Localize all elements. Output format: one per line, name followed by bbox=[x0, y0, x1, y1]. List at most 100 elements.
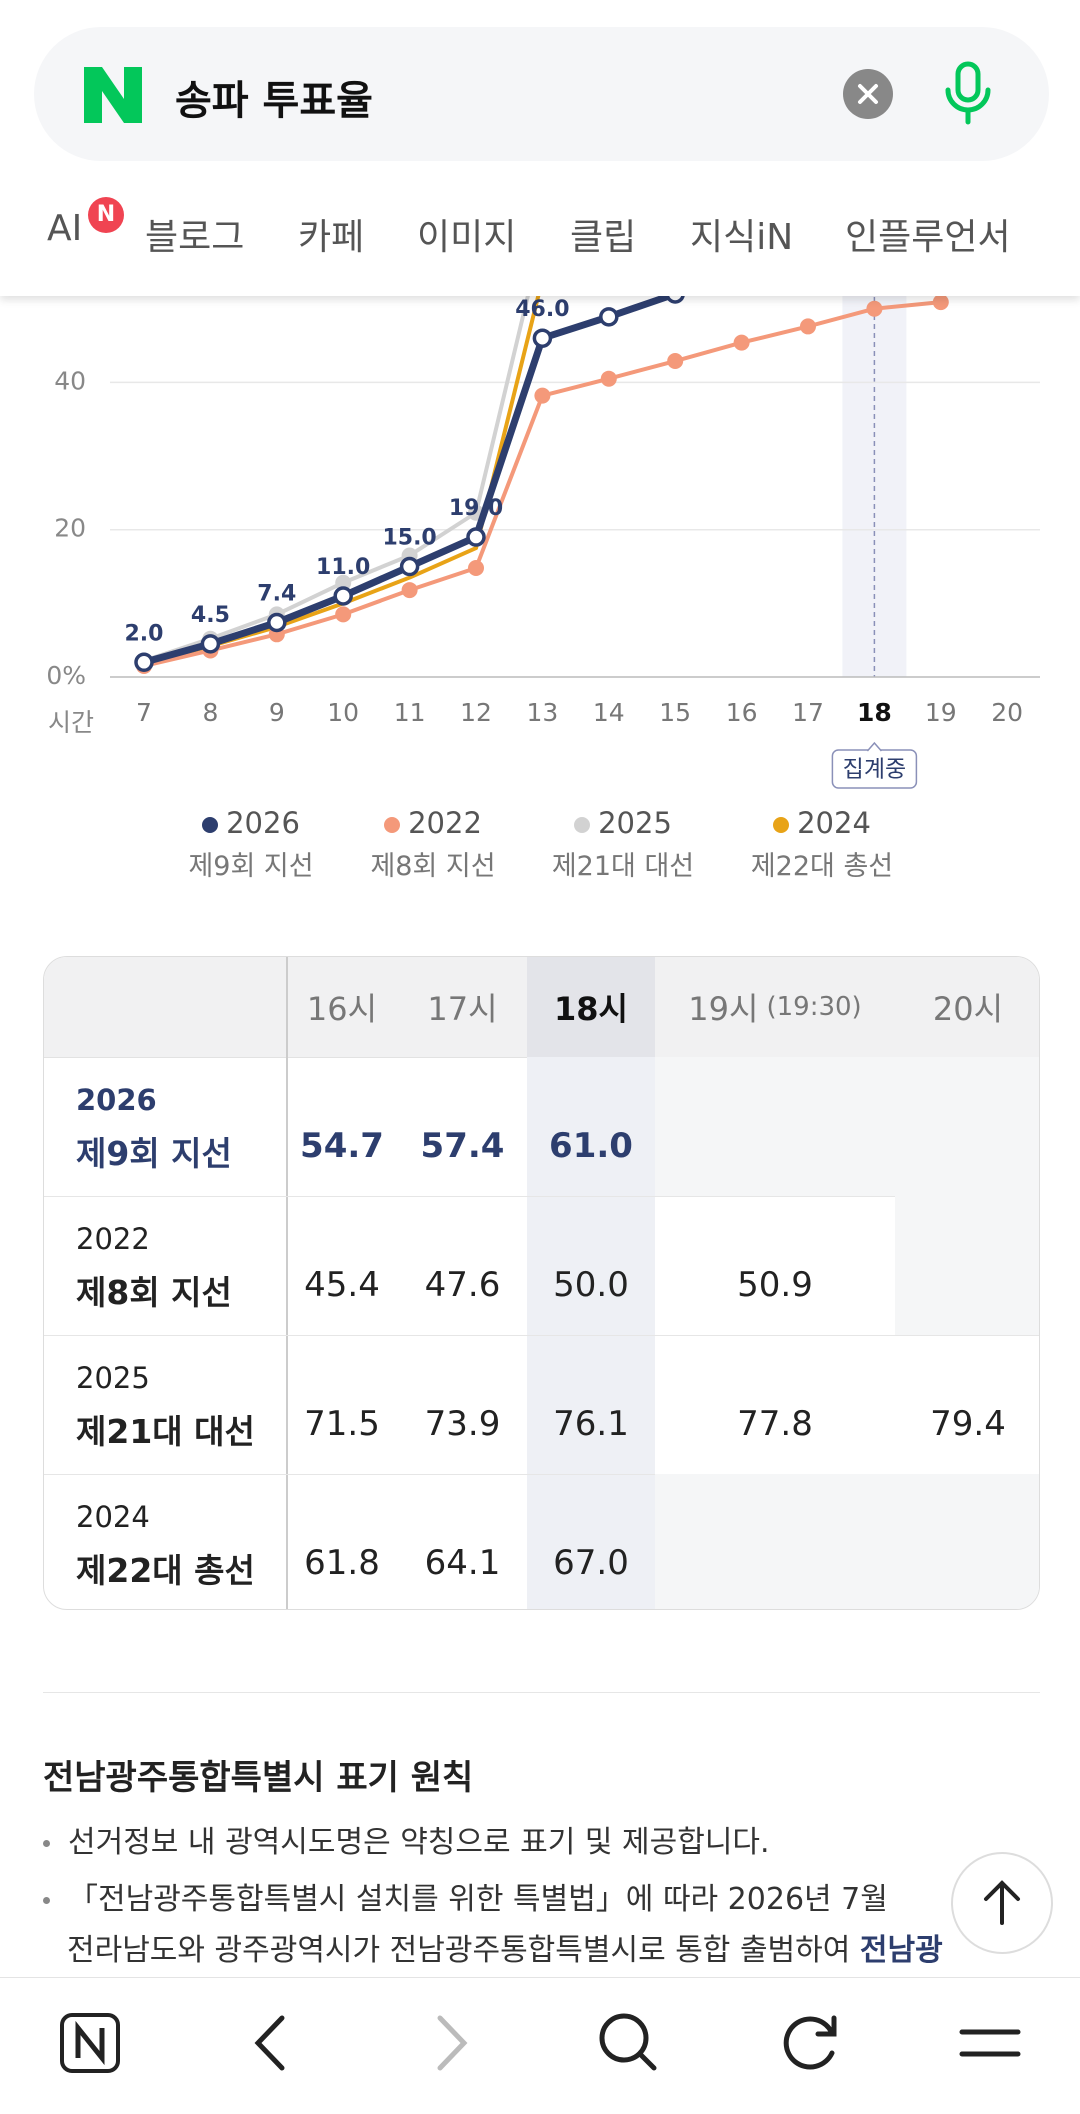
x-tick-label: 11 bbox=[394, 698, 426, 727]
column-header: 20시 bbox=[895, 957, 1039, 1057]
clear-button[interactable] bbox=[842, 68, 894, 120]
y-tick-label: 40 bbox=[54, 366, 86, 395]
table-cell: 61.8 bbox=[304, 1542, 380, 1583]
x-tick-label: 9 bbox=[269, 698, 285, 727]
row-name: 제9회 지선 bbox=[76, 1134, 232, 1173]
table-cell: 76.1 bbox=[553, 1403, 629, 1444]
row-name: 제8회 지선 bbox=[76, 1273, 232, 1312]
x-tick-label: 7 bbox=[136, 698, 152, 727]
column-label: 20시 bbox=[932, 990, 1004, 1028]
table-cell: 67.0 bbox=[553, 1542, 629, 1583]
tab[interactable]: 클립 bbox=[570, 217, 637, 258]
legend-name: 2024 bbox=[797, 806, 871, 840]
divider bbox=[43, 1692, 1040, 1693]
point bbox=[667, 353, 684, 370]
empty-cell bbox=[895, 1057, 1039, 1196]
back-button[interactable] bbox=[254, 2015, 285, 2071]
col-highlight bbox=[527, 957, 655, 1609]
bullet-text: 선거정보 내 광역시도명은 약칭으로 표기 및 제공합니다. bbox=[68, 1825, 770, 1860]
legend-name: 2026 bbox=[226, 806, 300, 840]
y-tick-label: 20 bbox=[54, 514, 86, 543]
legend-item: 2025 제21대 대선 bbox=[513, 806, 733, 883]
legend-swatch bbox=[384, 817, 401, 833]
search-button[interactable] bbox=[599, 2013, 657, 2071]
point bbox=[335, 574, 352, 591]
table-cell: 64.1 bbox=[424, 1542, 501, 1583]
tab[interactable]: 인플루언서 bbox=[845, 217, 1011, 258]
notice-bullet: 선거정보 내 광역시도명은 약칭으로 표기 및 제공합니다. bbox=[43, 1817, 770, 1861]
point bbox=[932, 294, 949, 311]
point bbox=[800, 318, 816, 335]
legend-year: 2022 bbox=[323, 806, 543, 840]
scroll-top-button[interactable] bbox=[950, 1851, 1054, 1955]
bullet-dot bbox=[43, 1840, 50, 1847]
point bbox=[333, 586, 353, 606]
bullet-dot bbox=[43, 1897, 50, 1904]
legend-label: 제21대 대선 bbox=[551, 851, 695, 882]
forward-button[interactable] bbox=[437, 2015, 468, 2071]
table-cell: 54.7 bbox=[300, 1125, 384, 1166]
row-name: 제22대 총선 bbox=[76, 1551, 255, 1590]
data-label: 2.0 bbox=[125, 621, 164, 646]
row-divider bbox=[44, 1196, 1039, 1197]
column-label: 17시 bbox=[427, 990, 498, 1028]
table-cell: 50.9 bbox=[737, 1264, 813, 1305]
legend-swatch bbox=[773, 817, 790, 833]
legend-swatch bbox=[202, 817, 219, 833]
status-badge-label: 집계중 bbox=[843, 757, 906, 783]
data-label: 46.0 bbox=[515, 297, 569, 322]
search-query[interactable]: 송파 투표율 bbox=[175, 78, 373, 124]
x-tick-label: 19 bbox=[925, 698, 957, 727]
x-tick-label: 13 bbox=[526, 698, 558, 727]
empty-cell bbox=[655, 1474, 895, 1609]
table-cell: 47.6 bbox=[424, 1264, 501, 1305]
x-tick-label: 18 bbox=[857, 698, 892, 727]
notice-continuation: 전라남도와 광주광역시가 전남광주통합특별시로 통합 출범하여 전남광 bbox=[67, 1925, 943, 1969]
point bbox=[466, 527, 486, 547]
legend-label: 제22대 총선 bbox=[750, 851, 894, 882]
table-cell: 73.9 bbox=[424, 1403, 501, 1444]
table-cell: 50.0 bbox=[553, 1264, 629, 1305]
tab[interactable]: 지식iN bbox=[690, 217, 794, 258]
point bbox=[401, 582, 418, 599]
data-label: 4.5 bbox=[191, 603, 230, 628]
empty-cell bbox=[895, 1196, 1039, 1335]
mic-button[interactable] bbox=[940, 60, 996, 128]
legend-swatch bbox=[574, 817, 591, 833]
notice-title: 전남광주통합특별시 표기 원칙 bbox=[43, 1758, 474, 1798]
row-name: 제21대 대선 bbox=[76, 1412, 255, 1451]
tab[interactable]: 블로그 bbox=[145, 217, 245, 258]
notice-bullet: 「전남광주통합특별시 설치를 위한 특별법」에 따라 2026년 7월 bbox=[43, 1874, 888, 1918]
x-tick-label: 15 bbox=[659, 698, 691, 727]
table-cell: 61.0 bbox=[549, 1125, 633, 1166]
row-year: 2025 bbox=[76, 1361, 150, 1395]
point bbox=[866, 300, 883, 317]
continuation-bold: 전남광 bbox=[859, 1933, 943, 1968]
empty-cell bbox=[655, 1057, 895, 1196]
tab[interactable]: 카페 bbox=[298, 217, 365, 258]
legend-year: 2026 bbox=[141, 806, 361, 840]
point bbox=[733, 334, 750, 351]
table-cell: 71.5 bbox=[304, 1403, 380, 1444]
refresh-button[interactable] bbox=[783, 2015, 837, 2070]
continuation-text: 전라남도와 광주광역시가 전남광주통합특별시로 통합 출범하여 bbox=[67, 1933, 860, 1968]
series-line bbox=[143, 300, 941, 668]
tab[interactable]: AI bbox=[47, 208, 83, 249]
x-tick-label: 8 bbox=[202, 698, 218, 727]
tab[interactable]: 이미지 bbox=[417, 217, 517, 258]
column-label: 18시 bbox=[554, 990, 628, 1028]
table-cell: 57.4 bbox=[420, 1125, 505, 1166]
row-year: 2026 bbox=[76, 1083, 157, 1117]
naver-logo[interactable] bbox=[84, 67, 142, 123]
row-year: 2022 bbox=[76, 1222, 150, 1256]
home-button[interactable] bbox=[60, 2013, 120, 2073]
x-tick-label: 17 bbox=[792, 698, 824, 727]
x-axis-label: 시간 bbox=[48, 708, 94, 737]
point bbox=[335, 606, 352, 623]
point bbox=[399, 556, 420, 577]
top-bar: 송파 투표율 N AI 블로그 카페 이미지 클립 지식iN 인플루언서 bbox=[0, 0, 1080, 296]
point bbox=[134, 652, 154, 673]
menu-button[interactable] bbox=[959, 2029, 1021, 2057]
x-tick-label: 20 bbox=[991, 698, 1023, 727]
point bbox=[600, 370, 617, 387]
